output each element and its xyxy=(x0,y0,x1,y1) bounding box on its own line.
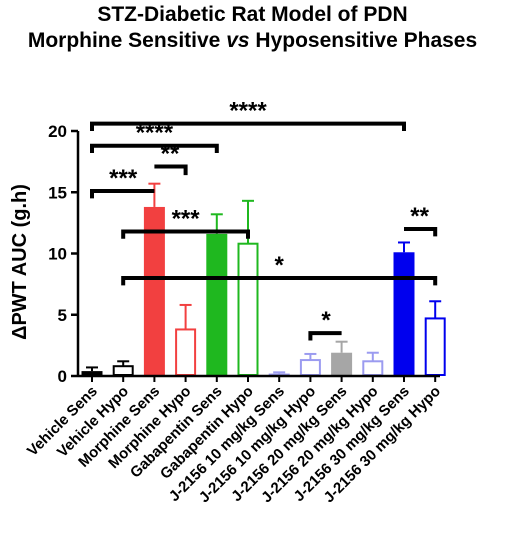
chart-title-line-2-vs: vs xyxy=(226,29,250,52)
y-tick-label: 15 xyxy=(48,183,67,202)
bar xyxy=(143,206,165,376)
bar xyxy=(112,365,134,377)
y-axis-title: ΔPWT AUC (g.h) xyxy=(9,184,31,340)
chart-title-line-1: STZ-Diabetic Rat Model of PDN xyxy=(97,3,408,26)
significance-bracket xyxy=(90,143,219,154)
significance-bracket xyxy=(90,121,406,131)
significance-label: ** xyxy=(410,203,429,230)
bar xyxy=(81,371,103,376)
significance-label: * xyxy=(275,252,285,279)
bar xyxy=(206,233,228,376)
chart-title-line-2-part-c: Hyposensitive Phases xyxy=(249,29,478,52)
significance-label: **** xyxy=(136,120,174,147)
significance-label: * xyxy=(321,307,331,334)
significance-label: *** xyxy=(172,205,201,232)
bar xyxy=(237,242,259,376)
bar xyxy=(424,317,446,376)
significance-bracket xyxy=(404,227,438,237)
y-tick-label: 0 xyxy=(58,367,67,386)
significance-bracket xyxy=(90,189,155,199)
y-tick-label: 10 xyxy=(48,245,67,264)
y-tick-label: 5 xyxy=(58,306,67,325)
y-tick-label: 20 xyxy=(48,122,67,141)
significance-label: ** xyxy=(161,141,180,168)
bar xyxy=(362,360,384,376)
chart-title-line-2-part-a: Morphine Sensitive xyxy=(27,29,227,52)
chart-title-line-2: Morphine Sensitive vs Hyposensitive Phas… xyxy=(0,28,505,54)
bar xyxy=(299,359,321,377)
significance-label: **** xyxy=(229,98,267,125)
significance-bracket xyxy=(121,229,250,239)
significance-bracket xyxy=(154,164,188,176)
bar xyxy=(331,352,353,376)
significance-bracket xyxy=(121,276,438,286)
significance-label: *** xyxy=(109,165,138,192)
significance-bracket xyxy=(308,331,342,341)
bar xyxy=(175,328,197,377)
bar xyxy=(393,252,415,376)
